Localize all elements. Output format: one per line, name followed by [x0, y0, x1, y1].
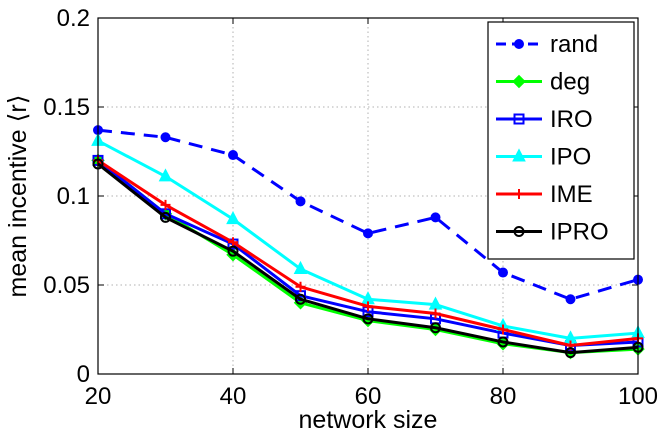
data-point — [160, 199, 171, 210]
legend-marker — [513, 113, 525, 125]
y-tick-label: 0.05 — [43, 272, 90, 299]
legend-marker — [513, 226, 525, 237]
data-point — [295, 281, 306, 292]
legend-marker — [512, 148, 526, 162]
x-axis-label: network size — [299, 406, 438, 434]
data-point — [158, 168, 173, 182]
tick-layer: 20 40 60 80 100 0 0.05 0.1 0.15 0.2 — [43, 5, 658, 410]
data-point — [363, 301, 373, 312]
data-point — [160, 132, 171, 143]
legend-item-rand: rand — [496, 31, 598, 58]
legend-label: IRO — [550, 106, 593, 133]
y-tick-label: 0.15 — [43, 94, 90, 121]
legend-label: IPO — [550, 144, 591, 171]
x-tick-label: 80 — [490, 383, 517, 410]
legend-marker — [512, 74, 526, 89]
y-tick-label: 0.1 — [57, 183, 90, 210]
series-rand — [93, 125, 643, 305]
data-point — [430, 322, 441, 334]
data-point — [363, 228, 373, 239]
series-line — [97, 162, 639, 355]
data-point — [430, 308, 441, 319]
data-point — [227, 245, 239, 257]
x-tick-label: 20 — [85, 383, 112, 410]
legend-item-iro: IRO — [496, 106, 593, 133]
data-point — [497, 336, 509, 348]
legend-box — [487, 21, 635, 260]
legend-marker — [514, 189, 524, 199]
data-point — [430, 212, 441, 223]
data-point — [295, 196, 306, 207]
y-axis-label: mean incentive ⟨r⟩ — [4, 95, 32, 298]
legend-label: rand — [550, 31, 598, 58]
legend-label: IPRO — [550, 219, 609, 246]
data-point — [228, 150, 238, 161]
series-ime — [93, 155, 643, 351]
legend-item-ipro: IPRO — [496, 219, 609, 246]
legend-label: IME — [550, 181, 593, 208]
data-point — [362, 313, 374, 325]
legend-marker — [514, 39, 524, 49]
series-layer — [91, 125, 645, 360]
data-point — [226, 211, 240, 225]
x-tick-label: 60 — [355, 383, 382, 410]
data-point — [228, 237, 238, 248]
legend: rand deg IRO IPO IME IPRO — [487, 21, 635, 260]
x-tick-label: 100 — [618, 383, 658, 410]
data-point — [565, 347, 576, 359]
legend-label: deg — [550, 69, 590, 96]
data-point — [498, 267, 508, 278]
data-point — [160, 211, 171, 223]
legend-item-deg: deg — [496, 69, 590, 96]
data-point — [498, 324, 508, 335]
data-point — [295, 293, 306, 305]
x-tick-label: 40 — [220, 383, 247, 410]
data-point — [293, 260, 308, 274]
data-point — [565, 294, 576, 305]
y-tick-label: 0 — [77, 361, 90, 388]
legend-item-ipo: IPO — [496, 144, 591, 171]
y-tick-label: 0.2 — [57, 5, 90, 32]
legend-item-ime: IME — [496, 181, 593, 208]
